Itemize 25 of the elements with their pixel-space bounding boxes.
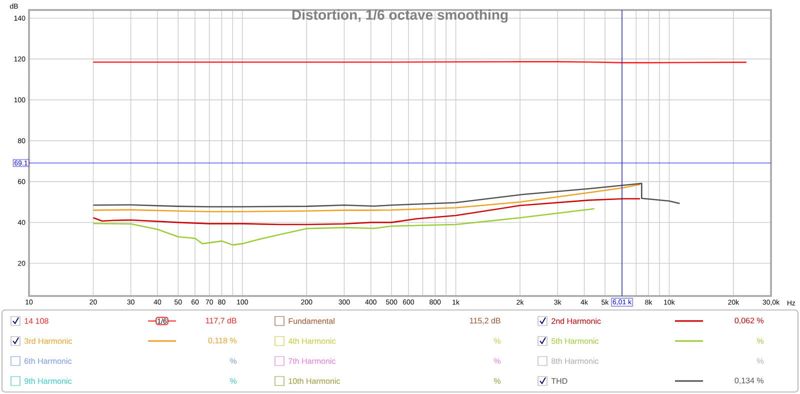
text: THD bbox=[551, 378, 568, 384]
text: 14 108 bbox=[24, 318, 48, 324]
legend-label: Fundamental bbox=[288, 318, 334, 324]
legend-label: 6th Harmonic bbox=[24, 358, 72, 364]
text: % bbox=[230, 378, 237, 384]
text: 5th Harmonic bbox=[552, 338, 599, 344]
text: % bbox=[494, 338, 501, 344]
text: % bbox=[756, 338, 764, 344]
legend-label: 8th Harmonic bbox=[552, 358, 599, 364]
text: 0,134 % bbox=[734, 378, 764, 384]
legend-label: 10th Harmonic bbox=[288, 378, 340, 384]
text: 2nd Harmonic bbox=[552, 318, 601, 324]
chart-title: Distortion, 1/6 octave smoothing bbox=[292, 10, 508, 23]
legend-label: 9th Harmonic bbox=[24, 378, 72, 384]
text: 0,062 % bbox=[734, 318, 764, 324]
text: 117,7 dB bbox=[206, 318, 236, 324]
text: % bbox=[494, 378, 501, 384]
text: % bbox=[756, 358, 764, 364]
text: 0,118 % bbox=[208, 338, 237, 344]
text: % bbox=[230, 358, 237, 364]
text: 115,2 dB bbox=[470, 318, 500, 324]
legend-label: 4th Harmonic bbox=[288, 338, 336, 344]
legend-label: 7th Harmonic bbox=[288, 358, 336, 364]
text: % bbox=[494, 358, 501, 364]
text: 3rd Harmonic bbox=[24, 338, 72, 344]
